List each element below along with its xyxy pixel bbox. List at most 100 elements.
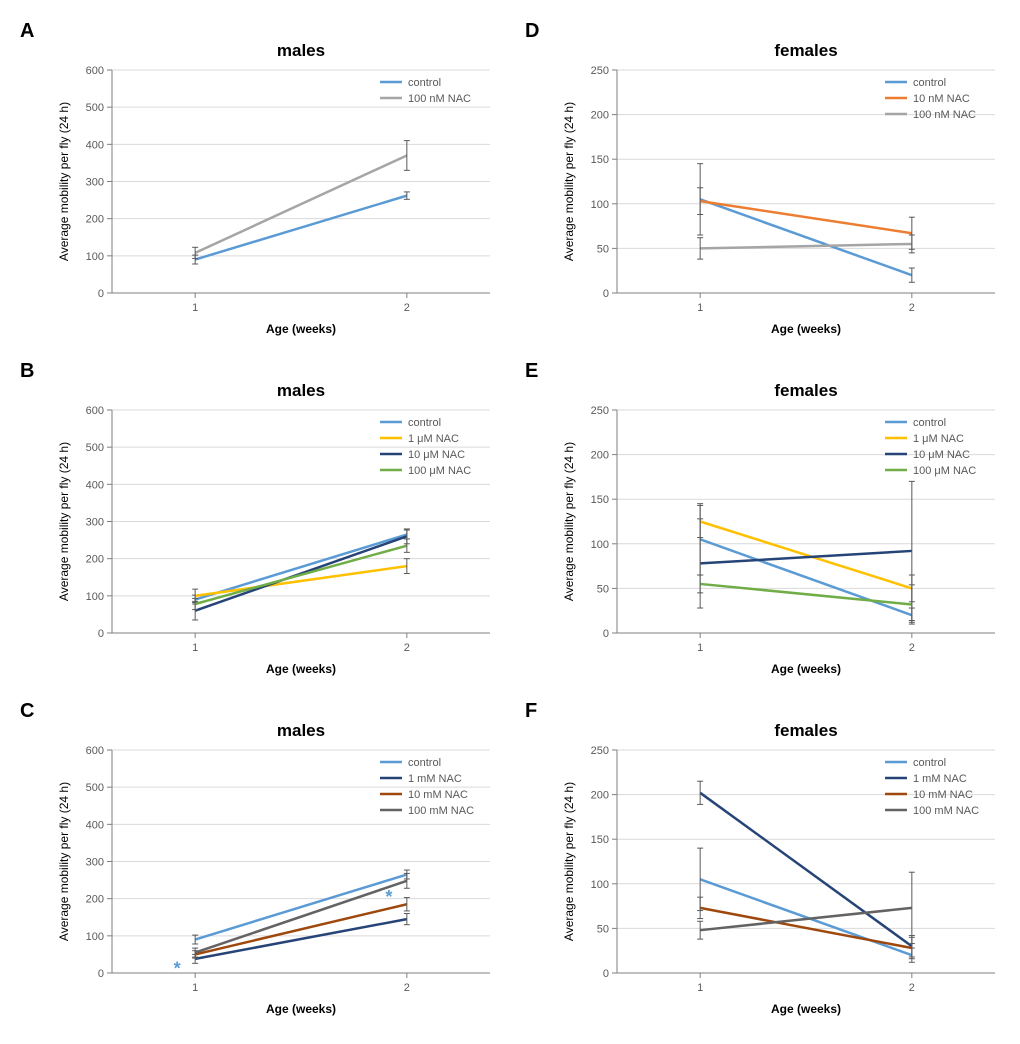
svg-text:0: 0 bbox=[98, 628, 104, 640]
svg-text:males: males bbox=[277, 381, 325, 400]
svg-text:200: 200 bbox=[591, 110, 609, 122]
svg-text:100 nM NAC: 100 nM NAC bbox=[913, 109, 976, 121]
svg-text:400: 400 bbox=[86, 139, 104, 151]
panel-e: E 0 50 100 150 200 250 1 2 females Age (weeks) Ave… bbox=[525, 360, 1000, 680]
svg-text:50: 50 bbox=[597, 583, 609, 595]
svg-text:males: males bbox=[277, 721, 325, 740]
svg-text:2: 2 bbox=[404, 642, 410, 654]
svg-text:control: control bbox=[913, 417, 946, 429]
svg-text:200: 200 bbox=[86, 894, 104, 906]
svg-text:500: 500 bbox=[86, 102, 104, 114]
svg-text:300: 300 bbox=[86, 517, 104, 529]
svg-text:1 mM NAC: 1 mM NAC bbox=[913, 773, 967, 785]
svg-text:*: * bbox=[385, 887, 392, 907]
panel-letter: C bbox=[20, 700, 34, 723]
panel-a: A 010020030040050060012malesAge (weeks)A… bbox=[20, 20, 495, 340]
svg-text:200: 200 bbox=[86, 554, 104, 566]
svg-text:0: 0 bbox=[603, 628, 609, 640]
svg-text:2: 2 bbox=[404, 302, 410, 314]
svg-text:females: females bbox=[774, 721, 837, 740]
svg-text:200: 200 bbox=[591, 450, 609, 462]
svg-text:600: 600 bbox=[86, 405, 104, 417]
svg-text:100: 100 bbox=[86, 591, 104, 603]
svg-text:400: 400 bbox=[86, 479, 104, 491]
svg-text:1: 1 bbox=[697, 982, 703, 994]
svg-text:250: 250 bbox=[591, 745, 609, 757]
svg-text:0: 0 bbox=[98, 968, 104, 980]
svg-text:100: 100 bbox=[591, 539, 609, 551]
svg-text:250: 250 bbox=[591, 405, 609, 417]
panel-letter: D bbox=[525, 20, 539, 43]
svg-text:females: females bbox=[774, 41, 837, 60]
svg-text:10 nM NAC: 10 nM NAC bbox=[913, 93, 970, 105]
svg-text:10 mM NAC: 10 mM NAC bbox=[913, 789, 973, 801]
svg-text:1: 1 bbox=[697, 302, 703, 314]
svg-text:1: 1 bbox=[192, 302, 198, 314]
svg-text:200: 200 bbox=[86, 214, 104, 226]
svg-text:control: control bbox=[408, 757, 441, 769]
svg-text:500: 500 bbox=[86, 782, 104, 794]
svg-text:150: 150 bbox=[591, 154, 609, 166]
svg-text:2: 2 bbox=[909, 642, 915, 654]
svg-text:males: males bbox=[277, 41, 325, 60]
svg-text:1 μM NAC: 1 μM NAC bbox=[408, 433, 459, 445]
svg-text:400: 400 bbox=[86, 819, 104, 831]
svg-text:100: 100 bbox=[86, 931, 104, 943]
svg-text:0: 0 bbox=[603, 288, 609, 300]
svg-text:Average mobility per fly (24 h: Average mobility per fly (24 h) bbox=[57, 442, 71, 601]
svg-text:250: 250 bbox=[591, 65, 609, 77]
svg-text:2: 2 bbox=[909, 302, 915, 314]
panel-letter: B bbox=[20, 360, 34, 383]
svg-text:100 mM NAC: 100 mM NAC bbox=[913, 805, 979, 817]
svg-text:Average mobility per fly (24 h: Average mobility per fly (24 h) bbox=[57, 782, 71, 941]
chart-a: 010020030040050060012malesAge (weeks)Ave… bbox=[50, 38, 495, 340]
svg-text:100: 100 bbox=[86, 251, 104, 263]
svg-text:1 μM NAC: 1 μM NAC bbox=[913, 433, 964, 445]
svg-text:300: 300 bbox=[86, 177, 104, 189]
svg-text:Age (weeks): Age (weeks) bbox=[771, 322, 841, 336]
svg-text:*: * bbox=[174, 959, 181, 979]
svg-text:2: 2 bbox=[909, 982, 915, 994]
svg-text:0: 0 bbox=[98, 288, 104, 300]
svg-text:10 μM NAC: 10 μM NAC bbox=[408, 449, 465, 461]
svg-text:50: 50 bbox=[597, 923, 609, 935]
svg-text:150: 150 bbox=[591, 494, 609, 506]
svg-text:Age (weeks): Age (weeks) bbox=[266, 322, 336, 336]
chart-d: 0 50 100 150 200 250 1 2 females Age (weeks) Avera… bbox=[555, 38, 1000, 340]
svg-text:600: 600 bbox=[86, 745, 104, 757]
svg-text:Average mobility per fly (24 h: Average mobility per fly (24 h) bbox=[562, 102, 576, 261]
svg-text:100 nM NAC: 100 nM NAC bbox=[408, 93, 471, 105]
panel-letter: A bbox=[20, 20, 34, 43]
panel-letter: E bbox=[525, 360, 538, 383]
svg-text:Average mobility per fly (24 h: Average mobility per fly (24 h) bbox=[562, 442, 576, 601]
svg-text:100: 100 bbox=[591, 879, 609, 891]
svg-text:Age (weeks): Age (weeks) bbox=[266, 662, 336, 676]
svg-text:control: control bbox=[408, 77, 441, 89]
svg-text:50: 50 bbox=[597, 243, 609, 255]
svg-text:Age (weeks): Age (weeks) bbox=[771, 662, 841, 676]
svg-text:2: 2 bbox=[404, 982, 410, 994]
svg-text:1: 1 bbox=[192, 642, 198, 654]
panel-c: C 010020030040050060012**malesAge (weeks… bbox=[20, 700, 495, 1020]
svg-text:control: control bbox=[913, 757, 946, 769]
svg-text:10 mM NAC: 10 mM NAC bbox=[408, 789, 468, 801]
chart-c: 010020030040050060012**malesAge (weeks)A… bbox=[50, 718, 495, 1020]
svg-text:1: 1 bbox=[697, 642, 703, 654]
figure-grid: A 010020030040050060012malesAge (weeks)A… bbox=[20, 20, 1000, 1020]
panel-d: D 0 50 100 150 200 250 1 2 females Age (weeks) Ave… bbox=[525, 20, 1000, 340]
svg-text:100 μM NAC: 100 μM NAC bbox=[913, 465, 976, 477]
svg-text:100 mM NAC: 100 mM NAC bbox=[408, 805, 474, 817]
panel-f: F 05010015020025012femalesAge (weeks)Ave… bbox=[525, 700, 1000, 1020]
svg-text:1 mM NAC: 1 mM NAC bbox=[408, 773, 462, 785]
svg-text:300: 300 bbox=[86, 857, 104, 869]
svg-text:150: 150 bbox=[591, 834, 609, 846]
chart-f: 05010015020025012femalesAge (weeks)Avera… bbox=[555, 718, 1000, 1020]
svg-text:1: 1 bbox=[192, 982, 198, 994]
svg-text:females: females bbox=[774, 381, 837, 400]
svg-text:control: control bbox=[913, 77, 946, 89]
chart-e: 0 50 100 150 200 250 1 2 females Age (weeks) Avera… bbox=[555, 378, 1000, 680]
svg-text:100 μM NAC: 100 μM NAC bbox=[408, 465, 471, 477]
svg-text:10 μM NAC: 10 μM NAC bbox=[913, 449, 970, 461]
svg-text:control: control bbox=[408, 417, 441, 429]
svg-text:100: 100 bbox=[591, 199, 609, 211]
